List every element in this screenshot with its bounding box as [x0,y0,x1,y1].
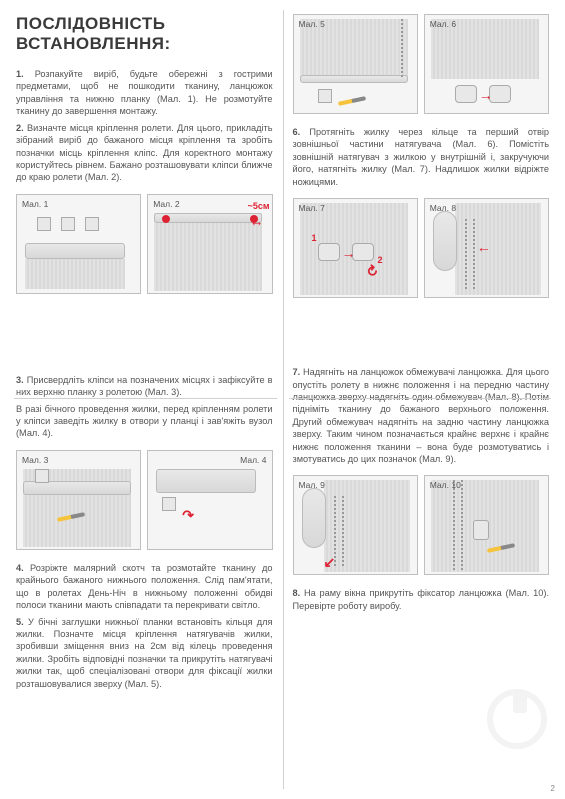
figure-8-label: Мал. 8 [430,203,456,213]
figure-5: Мал. 5 [293,14,418,114]
figure-10: Мал. 10 [424,475,549,575]
figure-7-label: Мал. 7 [299,203,325,213]
figure-6: Мал. 6 → [424,14,549,114]
figure-2: Мал. 2 ~5см ↔ [147,194,272,294]
step-7: 7. Надягніть на ланцюжок обмежувачі ланц… [293,366,550,465]
step-num-2: 2. [16,123,24,133]
figure-2-label: Мал. 2 [153,199,179,209]
step-3b: В разі бічного проведення жилки, перед к… [16,403,273,440]
step-num-4: 4. [16,563,24,573]
step-num-1: 1. [16,69,24,79]
step-8: 8. На раму вікна прикрутіть фіксатор лан… [293,587,550,612]
figure-5-label: Мал. 5 [299,19,325,29]
step-6-text: Протягніть жилку через кільце та перший … [293,127,550,187]
figure-6-label: Мал. 6 [430,19,456,29]
step-2: 2. Визначте місця кріплення ролети. Для … [16,122,273,184]
figure-9: Мал. 9 ↙ [293,475,418,575]
step-3: 3. Присвердліть кліпси на позначених міс… [16,374,273,399]
step-num-6: 6. [293,127,301,137]
figure-9-label: Мал. 9 [299,480,325,490]
figure-8: Мал. 8 ← [424,198,549,298]
horizontal-divider-left [14,398,277,399]
step-5-text: У бічні заглушки нижньої планки встанові… [16,617,273,689]
step-4: 4. Розріжте малярний скотч та розмотайте… [16,562,273,612]
step-5: 5. У бічні заглушки нижньої планки встан… [16,616,273,691]
figure-4-label: Мал. 4 [240,455,266,465]
step-1: 1. Розпакуйте виріб, будьте обережні з г… [16,68,273,118]
step-num-7: 7. [293,367,301,377]
figure-1: Мал. 1 [16,194,141,294]
fig-row-7-8: Мал. 7 1 2 → ↻ Мал. 8 ← [293,198,550,298]
step-3-text: Присвердліть кліпси на позначених місцях… [16,375,273,397]
fig-row-5-6: Мал. 5 Мал. 6 → [293,14,550,114]
step-1-text: Розпакуйте виріб, будьте обережні з гост… [16,69,273,116]
left-column: ПОСЛІДОВНІСТЬ ВСТАНОВЛЕННЯ: 1. Розпакуйт… [0,0,283,799]
step-num-8: 8. [293,588,301,598]
watermark-icon [487,689,547,749]
figure-4: Мал. 4 ↷ [147,450,272,550]
step-num-5: 5. [16,617,24,627]
fig-row-3-4: Мал. 3 Мал. 4 ↷ [16,450,273,550]
right-column: Мал. 5 Мал. 6 → 6. Протягніть жилку чере… [283,0,565,799]
page: ПОСЛІДОВНІСТЬ ВСТАНОВЛЕННЯ: 1. Розпакуйт… [0,0,565,799]
step-6: 6. Протягніть жилку через кільце та перш… [293,126,550,188]
figure-3: Мал. 3 [16,450,141,550]
step-8-text: На раму вікна прикрутіть фіксатор ланцюж… [293,588,550,610]
horizontal-divider-right [289,398,552,399]
dimension-label: ~5см [248,201,270,211]
page-number: 2 [551,784,555,793]
fig-row-1-2: Мал. 1 Мал. 2 ~5см ↔ [16,194,273,294]
step-num-3: 3. [16,375,24,385]
step-7-text: Надягніть на ланцюжок обмежувачі ланцюжк… [293,367,550,464]
step-4-text: Розріжте малярний скотч та розмотайте тк… [16,563,273,610]
figure-1-label: Мал. 1 [22,199,48,209]
figure-10-label: Мал. 10 [430,480,461,490]
figure-7: Мал. 7 1 2 → ↻ [293,198,418,298]
figure-3-label: Мал. 3 [22,455,48,465]
page-title: ПОСЛІДОВНІСТЬ ВСТАНОВЛЕННЯ: [16,14,273,54]
step-2-text: Визначте місця кріплення ролети. Для цьо… [16,123,273,183]
fig-row-9-10: Мал. 9 ↙ Мал. 10 [293,475,550,575]
